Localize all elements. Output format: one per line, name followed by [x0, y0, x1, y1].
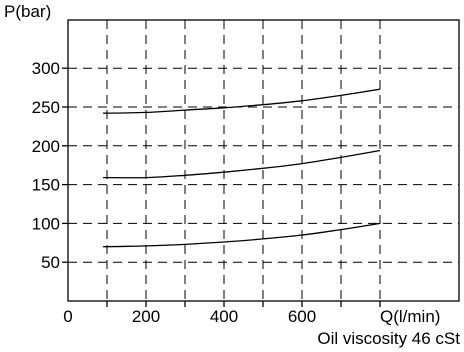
curve-layer	[103, 88, 381, 248]
pressure-curve	[103, 222, 381, 248]
x-tick-label: 600	[288, 307, 316, 326]
y-tick-label: 200	[32, 137, 60, 156]
x-tick-label: 200	[132, 307, 160, 326]
pressure-curve	[103, 88, 381, 114]
oil-viscosity-note: Oil viscosity 46 cSt	[317, 329, 460, 348]
tick-layer	[62, 67, 381, 307]
grid-layer	[68, 20, 459, 301]
y-tick-label: 150	[32, 176, 60, 195]
x-tick-label: 0	[63, 307, 72, 326]
label-layer: 50 100 150 200 250 300 0 200 400 600	[32, 59, 317, 326]
pressure-curve	[103, 149, 381, 179]
x-tick-label: 400	[210, 307, 238, 326]
y-tick-label: 250	[32, 98, 60, 117]
y-tick-label: 100	[32, 214, 60, 233]
y-axis-title: P(bar)	[4, 2, 51, 21]
y-tick-label: 50	[41, 253, 60, 272]
x-axis-title: Q(l/min)	[380, 307, 440, 326]
y-tick-label: 300	[32, 59, 60, 78]
